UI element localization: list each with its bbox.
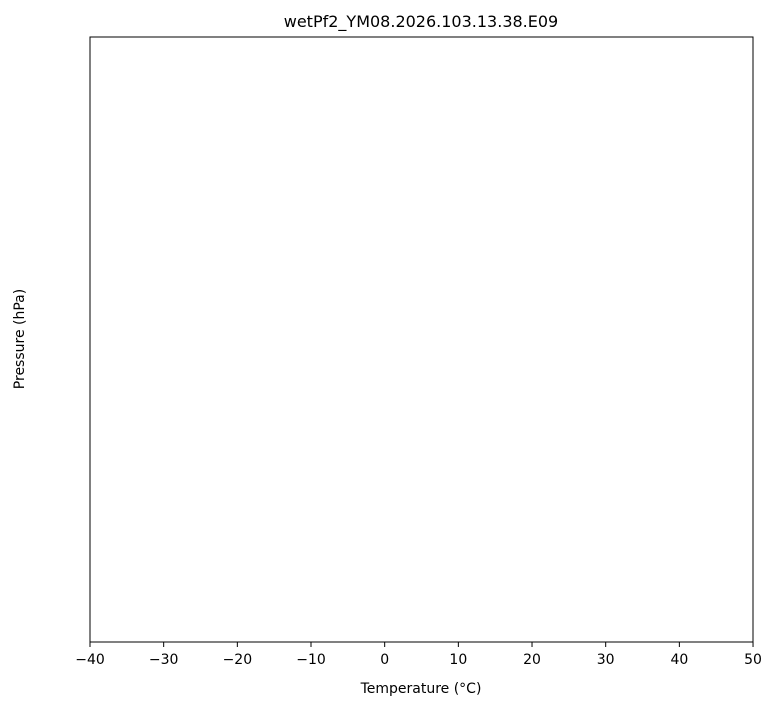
x-tick-label: 0	[380, 652, 389, 668]
x-axis-label: Temperature (°C)	[360, 681, 482, 697]
x-tick-label: −10	[296, 652, 326, 668]
x-tick-label: 10	[449, 652, 467, 668]
plot-frame	[89, 36, 754, 643]
chart-title: wetPf2_YM08.2026.103.13.38.E09	[284, 12, 558, 32]
x-tick-label: −30	[149, 652, 179, 668]
x-tick-label: −20	[223, 652, 253, 668]
y-axis-label: Pressure (hPa)	[12, 289, 28, 389]
axes: −40−30−20−100102030405010020030040050060…	[75, 642, 762, 668]
x-tick-label: 50	[744, 652, 762, 668]
x-tick-label: 30	[597, 652, 615, 668]
x-tick-label: 40	[670, 652, 688, 668]
x-tick-label: 20	[523, 652, 541, 668]
x-tick-label: −40	[75, 652, 105, 668]
